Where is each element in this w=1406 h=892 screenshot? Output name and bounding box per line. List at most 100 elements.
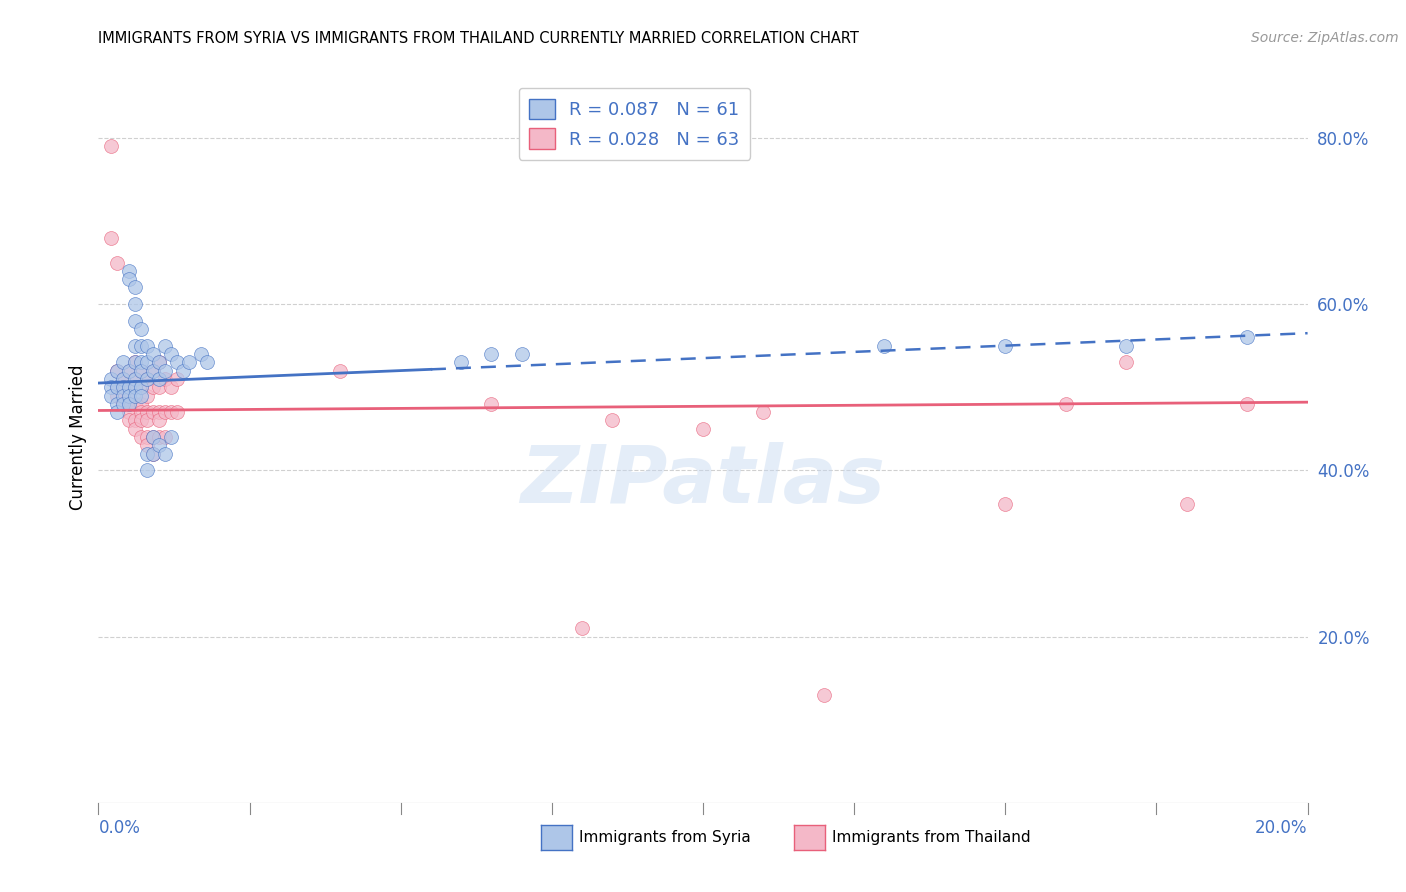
Point bbox=[118, 397, 141, 411]
Point bbox=[994, 497, 1017, 511]
Point bbox=[100, 139, 122, 153]
Point bbox=[100, 380, 122, 394]
Point bbox=[1236, 397, 1258, 411]
Point bbox=[111, 397, 134, 411]
Point bbox=[1054, 397, 1077, 411]
Point bbox=[153, 405, 176, 419]
Point bbox=[142, 380, 165, 394]
Point bbox=[190, 347, 212, 361]
Point bbox=[124, 388, 146, 402]
Text: Immigrants from Syria: Immigrants from Syria bbox=[579, 830, 751, 845]
Legend: R = 0.087   N = 61, R = 0.028   N = 63: R = 0.087 N = 61, R = 0.028 N = 63 bbox=[519, 87, 751, 160]
Point bbox=[105, 380, 128, 394]
Point bbox=[129, 380, 152, 394]
Point bbox=[160, 405, 183, 419]
Point bbox=[100, 230, 122, 244]
Point bbox=[195, 355, 218, 369]
Point bbox=[1236, 330, 1258, 344]
Point bbox=[148, 438, 170, 452]
Point bbox=[100, 388, 122, 402]
Point bbox=[124, 372, 146, 386]
Point bbox=[142, 347, 165, 361]
Point bbox=[124, 380, 146, 394]
Point bbox=[129, 397, 152, 411]
Point bbox=[160, 430, 183, 444]
Point bbox=[148, 380, 170, 394]
Point bbox=[148, 405, 170, 419]
Point bbox=[124, 355, 146, 369]
Point bbox=[160, 380, 183, 394]
Point bbox=[129, 413, 152, 427]
Point bbox=[153, 363, 176, 377]
Point bbox=[129, 363, 152, 377]
Point bbox=[135, 413, 157, 427]
Y-axis label: Currently Married: Currently Married bbox=[69, 364, 87, 510]
Point bbox=[153, 372, 176, 386]
Point bbox=[118, 405, 141, 419]
Point bbox=[148, 413, 170, 427]
Point bbox=[124, 338, 146, 352]
Point bbox=[124, 380, 146, 394]
Point bbox=[135, 355, 157, 369]
Point bbox=[142, 363, 165, 377]
Point bbox=[481, 397, 503, 411]
Point bbox=[142, 447, 165, 461]
Point bbox=[510, 347, 533, 361]
Point bbox=[124, 397, 146, 411]
Point bbox=[571, 621, 593, 635]
Point bbox=[153, 447, 176, 461]
Point bbox=[111, 355, 134, 369]
Point bbox=[129, 388, 152, 402]
Point bbox=[153, 430, 176, 444]
Point bbox=[602, 413, 624, 427]
Point bbox=[105, 397, 128, 411]
Point bbox=[160, 347, 183, 361]
Point bbox=[124, 280, 146, 294]
Point bbox=[135, 447, 157, 461]
Point bbox=[124, 314, 146, 328]
Point bbox=[873, 338, 896, 352]
Point bbox=[148, 372, 170, 386]
Point bbox=[179, 355, 201, 369]
Point bbox=[135, 430, 157, 444]
Point bbox=[111, 388, 134, 402]
Point bbox=[142, 363, 165, 377]
Point bbox=[172, 363, 194, 377]
Point bbox=[118, 272, 141, 286]
Point bbox=[135, 372, 157, 386]
Point bbox=[135, 338, 157, 352]
Point bbox=[105, 363, 128, 377]
Point bbox=[129, 355, 152, 369]
Point bbox=[166, 372, 188, 386]
Text: Source: ZipAtlas.com: Source: ZipAtlas.com bbox=[1251, 31, 1399, 45]
Point bbox=[118, 388, 141, 402]
Point bbox=[100, 372, 122, 386]
Point bbox=[111, 372, 134, 386]
Point bbox=[752, 405, 775, 419]
Point bbox=[148, 355, 170, 369]
Text: 0.0%: 0.0% bbox=[98, 819, 141, 837]
Point bbox=[105, 388, 128, 402]
Point bbox=[118, 413, 141, 427]
Point bbox=[111, 380, 134, 394]
Point bbox=[105, 363, 128, 377]
Point bbox=[118, 388, 141, 402]
Point bbox=[166, 355, 188, 369]
Point bbox=[153, 338, 176, 352]
Point bbox=[813, 688, 835, 702]
Point bbox=[481, 347, 503, 361]
Point bbox=[148, 430, 170, 444]
Point bbox=[1115, 355, 1137, 369]
Text: ZIPatlas: ZIPatlas bbox=[520, 442, 886, 520]
Point bbox=[129, 380, 152, 394]
Point bbox=[124, 422, 146, 436]
Point bbox=[124, 413, 146, 427]
Point bbox=[129, 430, 152, 444]
Point bbox=[329, 363, 352, 377]
Point bbox=[129, 338, 152, 352]
Point bbox=[118, 380, 141, 394]
Point bbox=[1175, 497, 1198, 511]
Point bbox=[1115, 338, 1137, 352]
Point bbox=[135, 438, 157, 452]
Point bbox=[124, 355, 146, 369]
